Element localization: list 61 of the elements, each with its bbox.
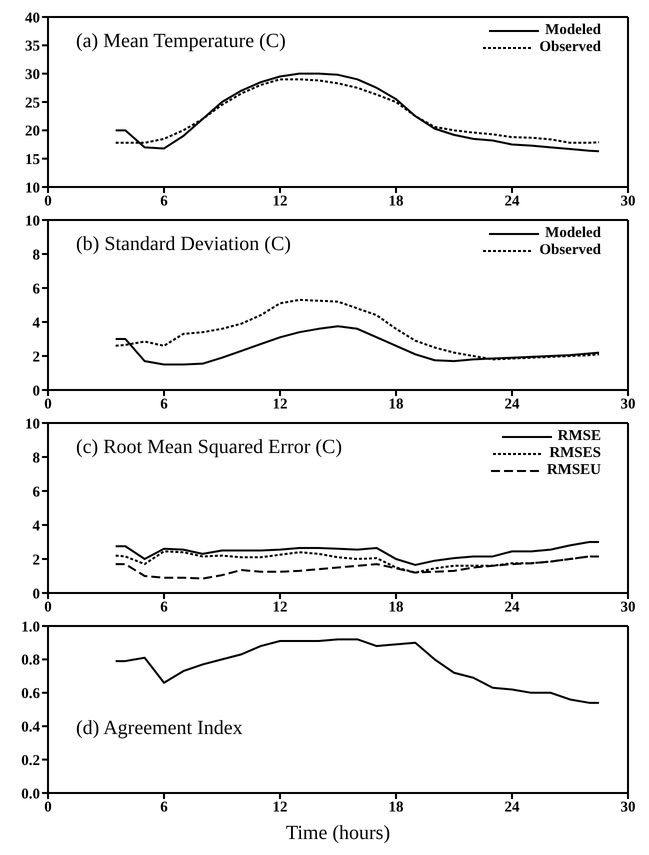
y-tick-label: 0	[32, 586, 40, 602]
y-tick-label: 6	[32, 281, 40, 298]
x-tick-label: 18	[388, 800, 404, 816]
x-tick-label: 0	[44, 396, 52, 413]
x-tick-label: 6	[160, 600, 168, 616]
legend-label: RMSE	[558, 428, 601, 445]
y-tick-label: 0.0	[21, 786, 40, 802]
x-tick-label: 0	[44, 600, 52, 616]
y-tick-label: 8	[32, 247, 40, 264]
x-tick-label: 30	[620, 800, 636, 816]
y-tick-label: 10	[25, 213, 40, 230]
x-tick-label: 0	[44, 800, 52, 816]
x-tick-label: 18	[388, 600, 404, 616]
y-tick-label: 4	[32, 518, 40, 534]
y-tick-label: 0.6	[21, 686, 40, 702]
x-axis-title: Time (hours)	[286, 822, 390, 844]
x-tick-label: 6	[160, 396, 168, 413]
y-tick-label: 10	[25, 180, 40, 196]
y-tick-label: 0.2	[21, 752, 40, 769]
y-tick-label: 6	[32, 484, 40, 500]
legend-label: RMSES	[549, 445, 601, 462]
legend-label: Modeled	[545, 225, 601, 242]
x-tick-label: 30	[620, 396, 636, 413]
x-tick-label: 12	[272, 600, 288, 616]
y-tick-label: 15	[25, 152, 40, 168]
y-tick-label: 1.0	[21, 619, 40, 636]
x-tick-label: 30	[620, 194, 636, 210]
y-tick-label: 0.4	[21, 720, 40, 736]
x-tick-label: 18	[388, 194, 404, 210]
x-tick-label: 12	[272, 396, 288, 413]
y-tick-label: 10	[25, 416, 40, 432]
legend-label: Observed	[539, 39, 601, 56]
y-tick-label: 30	[25, 66, 40, 83]
x-tick-label: 24	[504, 600, 520, 616]
x-tick-label: 12	[272, 800, 288, 816]
y-tick-label: 4	[32, 315, 40, 332]
text: (d) Agreement Index	[76, 717, 243, 740]
x-tick-label: 30	[620, 600, 636, 616]
x-tick-label: 6	[160, 194, 168, 210]
text: (c) Root Mean Squared Error (C)	[76, 436, 342, 459]
y-tick-label: 25	[25, 95, 40, 112]
y-tick-label: 2	[32, 349, 40, 366]
x-tick-label: 24	[504, 194, 520, 210]
y-tick-label: 8	[32, 450, 40, 466]
y-tick-label: 20	[25, 124, 40, 140]
x-tick-label: 24	[504, 396, 520, 413]
x-tick-label: 6	[160, 800, 168, 816]
legend-label: RMSEU	[546, 462, 601, 479]
x-tick-label: 12	[272, 194, 288, 210]
legend-label: Modeled	[545, 22, 601, 39]
y-tick-label: 35	[25, 38, 40, 55]
text: (a) Mean Temperature (C)	[76, 30, 286, 53]
legend-label: Observed	[539, 242, 601, 259]
y-tick-label: 40	[25, 10, 40, 26]
x-tick-label: 0	[44, 194, 52, 210]
text: (b) Standard Deviation (C)	[76, 233, 291, 256]
y-tick-label: 0.8	[21, 652, 40, 669]
x-tick-label: 24	[504, 800, 520, 816]
y-tick-label: 0	[32, 383, 40, 400]
y-tick-label: 2	[32, 552, 40, 568]
x-tick-label: 18	[388, 396, 404, 413]
